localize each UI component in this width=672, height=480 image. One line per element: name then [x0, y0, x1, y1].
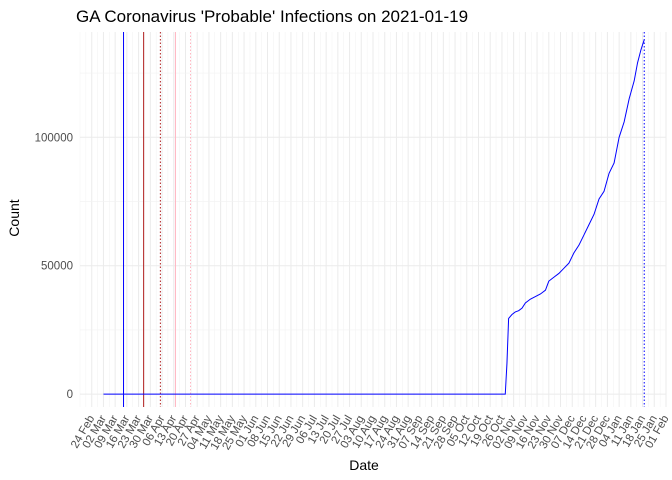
y-axis: 0 50000 100000 — [35, 132, 73, 401]
series-line — [103, 39, 645, 395]
y-tick-label: 50000 — [41, 261, 73, 273]
y-tick-label: 0 — [67, 389, 73, 401]
x-axis-title: Date — [349, 457, 379, 473]
y-axis-title: Count — [6, 199, 22, 236]
chart-title: GA Coronavirus 'Probable' Infections on … — [76, 7, 468, 26]
y-tick-label: 100000 — [35, 132, 73, 144]
grid — [79, 32, 667, 407]
series-group — [103, 39, 645, 395]
reference-lines — [123, 32, 645, 407]
